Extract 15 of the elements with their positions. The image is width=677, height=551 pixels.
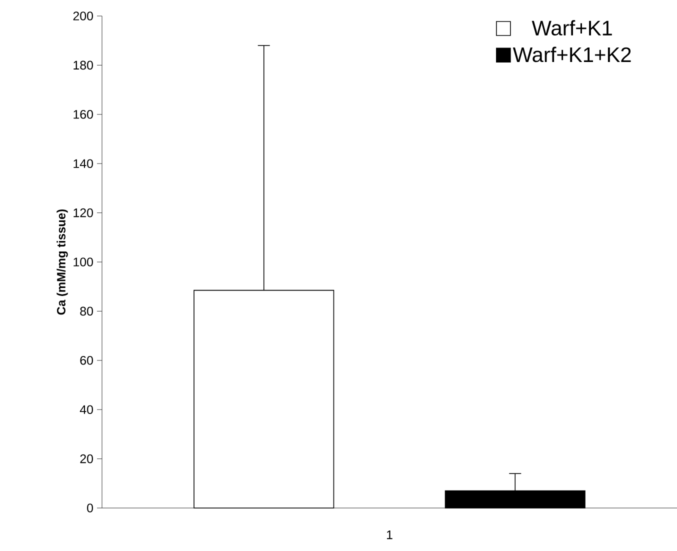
- y-tick-label: 60: [80, 356, 93, 365]
- y-tick-label: 0: [87, 504, 93, 512]
- y-tick-label: 180: [74, 60, 93, 70]
- x-tick-label: 1: [386, 530, 392, 540]
- y-axis-title: Ca (mM/mg tissue): [56, 209, 68, 315]
- y-tick-label: 200: [73, 12, 93, 20]
- y-tick-label: 20: [80, 454, 93, 464]
- y-tick-label: 80: [80, 306, 93, 316]
- y-tick-label: 40: [80, 405, 93, 414]
- y-tick-label: 120: [74, 208, 93, 218]
- y-tick-label: 160: [74, 110, 93, 119]
- legend-label: Warf+K1: [532, 20, 612, 36]
- y-tick-label: 140: [74, 159, 93, 168]
- y-tick-label: 100: [74, 258, 93, 266]
- legend-label: Warf+K1+K2: [512, 46, 631, 62]
